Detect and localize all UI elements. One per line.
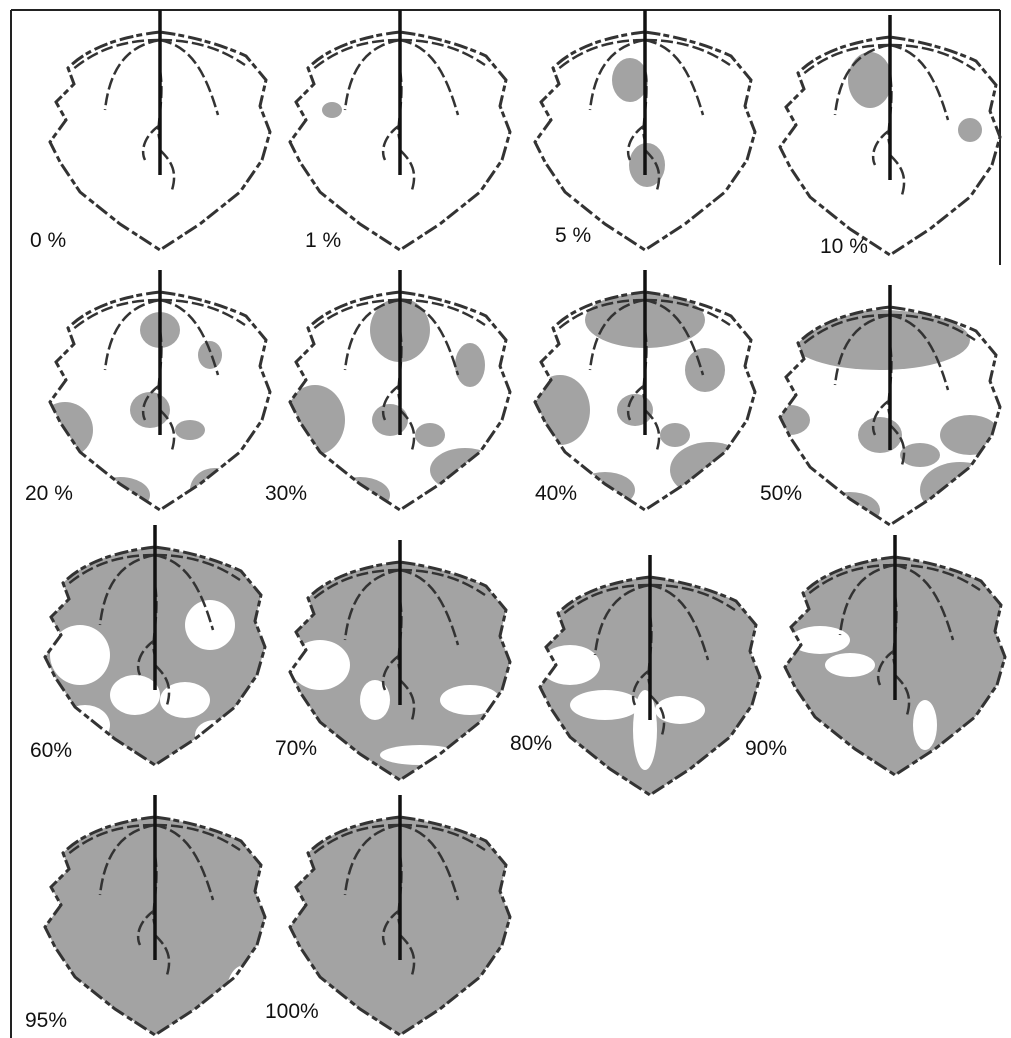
lesion [900,443,940,467]
leaf [535,10,755,250]
lesion [925,225,975,255]
lesion [660,423,690,447]
leaf [37,270,270,513]
lesion [130,392,170,428]
leaf [285,270,510,513]
severity-label: 50% [760,482,802,505]
lesion [825,653,875,677]
leaf [770,285,1000,528]
lesion [322,102,342,118]
lesion [848,52,892,108]
lesions [322,102,342,118]
lesion [195,720,235,750]
lesion [415,423,445,447]
severity-label: 100% [265,1000,319,1023]
leaf [290,795,510,1035]
severity-label: 5 % [555,224,591,247]
lesion [670,442,750,498]
lesion [185,600,235,650]
lesion [227,965,263,1015]
lesion [190,468,240,512]
lesion [617,394,653,426]
lesion [360,680,390,720]
leaf [785,535,1005,775]
severity-label: 30% [265,482,307,505]
severity-label: 80% [510,732,552,755]
leaf [290,10,510,250]
severity-label: 1 % [305,229,341,252]
leaf [780,15,1000,255]
lesion [455,343,485,387]
severity-scale-figure: 0 % 1 % 5 % 10 % 20 % 30% 40% 50% 60% 70% 80% 90% 95… [0,0,1011,1038]
lesion [685,348,725,392]
lesion [50,625,110,685]
severity-label: 70% [275,737,317,760]
severity-label: 10 % [820,235,868,258]
severity-label: 95% [25,1009,67,1032]
lesion [110,675,160,715]
leaf [50,10,270,250]
severity-label: 20 % [25,482,73,505]
leaf [45,525,265,765]
leaf [530,270,755,510]
lesion [198,341,222,369]
lesion [575,472,635,508]
leaf [540,555,760,795]
severity-label: 40% [535,482,577,505]
lesion [175,420,205,440]
lesion [913,700,937,750]
lesion [440,685,500,715]
lesion [612,58,648,102]
lesion [430,448,500,492]
lesion [920,462,1000,518]
severity-label: 60% [30,739,72,762]
lesion [958,118,982,142]
leaf [290,540,510,780]
lesion [633,690,657,770]
severity-label: 90% [745,737,787,760]
leaf [45,795,265,1035]
severity-label: 0 % [30,229,66,252]
lesion [290,640,350,690]
lesion [372,404,408,436]
lesion [570,690,640,720]
lesion [858,417,902,453]
lesions [227,965,263,1015]
lesion [790,310,970,370]
lesion [940,415,1000,455]
lesion [770,405,810,435]
